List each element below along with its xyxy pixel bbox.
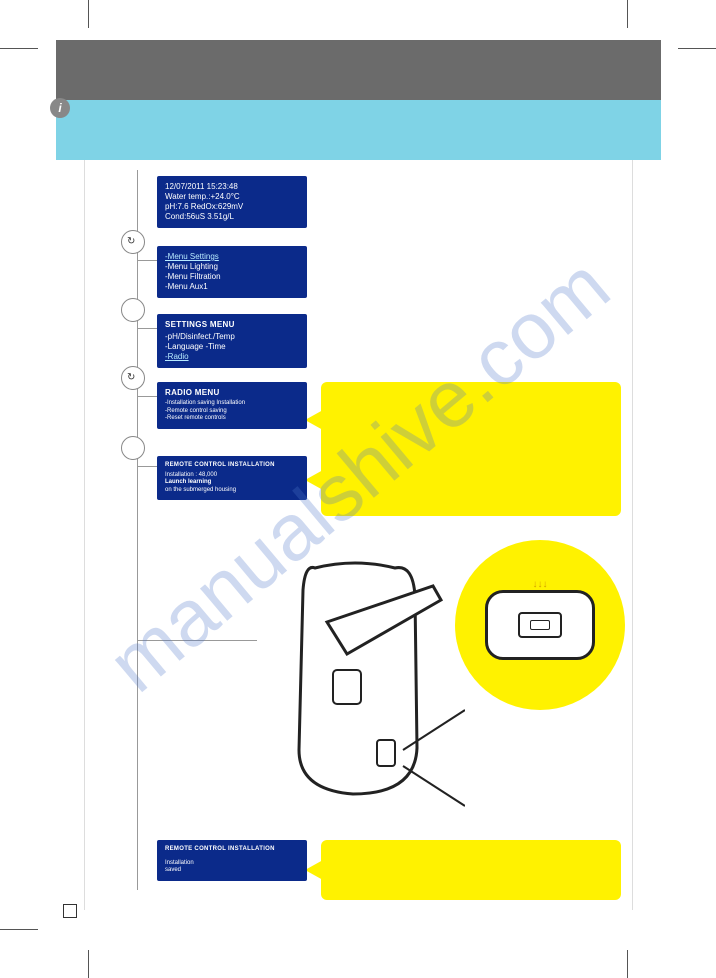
arrows-icon: ↓↓↓	[533, 579, 548, 590]
panel-line: Installation	[165, 860, 299, 868]
menu-item: -Remote control saving	[165, 408, 299, 416]
panel-line: Installation : 48,000	[165, 472, 299, 480]
manual-page: i 12/07/2011 15:23:48 Water temp.:+24.0°…	[56, 40, 661, 910]
crop-mark	[88, 950, 89, 978]
panel-title: RADIO MENU	[165, 388, 299, 398]
crop-mark	[678, 48, 716, 49]
menu-item: -Installation saving Installation	[165, 400, 299, 408]
zoom-circle: ↓↓↓	[455, 540, 625, 710]
content-area: 12/07/2011 15:23:48 Water temp.:+24.0°C …	[84, 160, 633, 910]
panel-title: REMOTE CONTROL INSTALLATION	[165, 462, 299, 470]
flow-line	[137, 170, 138, 890]
status-line: Cond:56uS 3.51g/L	[165, 212, 299, 222]
panel-title: REMOTE CONTROL INSTALLATION	[165, 846, 299, 854]
callout-tail	[305, 860, 323, 880]
menu-item: -Menu Lighting	[165, 262, 299, 272]
callout-box	[321, 840, 621, 900]
callout-box	[321, 456, 621, 516]
menu-item: -pH/Disinfect./Temp	[165, 332, 299, 342]
status-line: Water temp.:+24.0°C	[165, 192, 299, 202]
panel-line: on the submerged housing	[165, 487, 299, 495]
crop-mark	[0, 929, 38, 930]
header-bar	[56, 40, 661, 100]
panel-status: 12/07/2011 15:23:48 Water temp.:+24.0°C …	[157, 176, 307, 228]
flow-node	[121, 436, 145, 460]
panel-settings-menu: SETTINGS MENU -pH/Disinfect./Temp -Langu…	[157, 314, 307, 368]
page-marker	[63, 904, 77, 918]
flow-tick	[137, 640, 257, 641]
crop-mark	[0, 48, 38, 49]
panel-line: saved	[165, 867, 299, 875]
menu-item: -Radio	[165, 352, 299, 362]
section-band	[56, 100, 661, 160]
flow-tick	[137, 396, 157, 397]
panel-rc-saved: REMOTE CONTROL INSTALLATION Installation…	[157, 840, 307, 881]
status-line: pH:7.6 RedOx:629mV	[165, 202, 299, 212]
menu-item: -Language -Time	[165, 342, 299, 352]
crop-mark	[627, 0, 628, 28]
flow-tick	[137, 328, 157, 329]
menu-item: -Menu Aux1	[165, 282, 299, 292]
port-detail: ↓↓↓	[485, 590, 595, 660]
remote-device-icon	[255, 550, 465, 810]
panel-rc-install: REMOTE CONTROL INSTALLATION Installation…	[157, 456, 307, 500]
flow-node	[121, 298, 145, 322]
arrow-icon: ↻	[127, 236, 135, 247]
menu-item: -Menu Settings	[165, 252, 299, 262]
menu-item: -Menu Filtration	[165, 272, 299, 282]
callout-tail	[305, 410, 323, 430]
status-line: 12/07/2011 15:23:48	[165, 182, 299, 192]
panel-radio-menu: RADIO MENU -Installation saving Installa…	[157, 382, 307, 429]
callout-tail	[305, 470, 323, 490]
arrow-icon: ↻	[127, 372, 135, 383]
jack-port-icon	[518, 612, 562, 638]
info-icon: i	[50, 98, 70, 118]
device-illustration	[255, 550, 465, 810]
menu-item: -Reset remote controls	[165, 415, 299, 423]
flow-tick	[137, 466, 157, 467]
panel-title: SETTINGS MENU	[165, 320, 299, 330]
panel-line: Launch learning	[165, 479, 299, 487]
flow-tick	[137, 260, 157, 261]
crop-mark	[627, 950, 628, 978]
panel-main-menu: -Menu Settings -Menu Lighting -Menu Filt…	[157, 246, 307, 298]
crop-mark	[88, 0, 89, 28]
